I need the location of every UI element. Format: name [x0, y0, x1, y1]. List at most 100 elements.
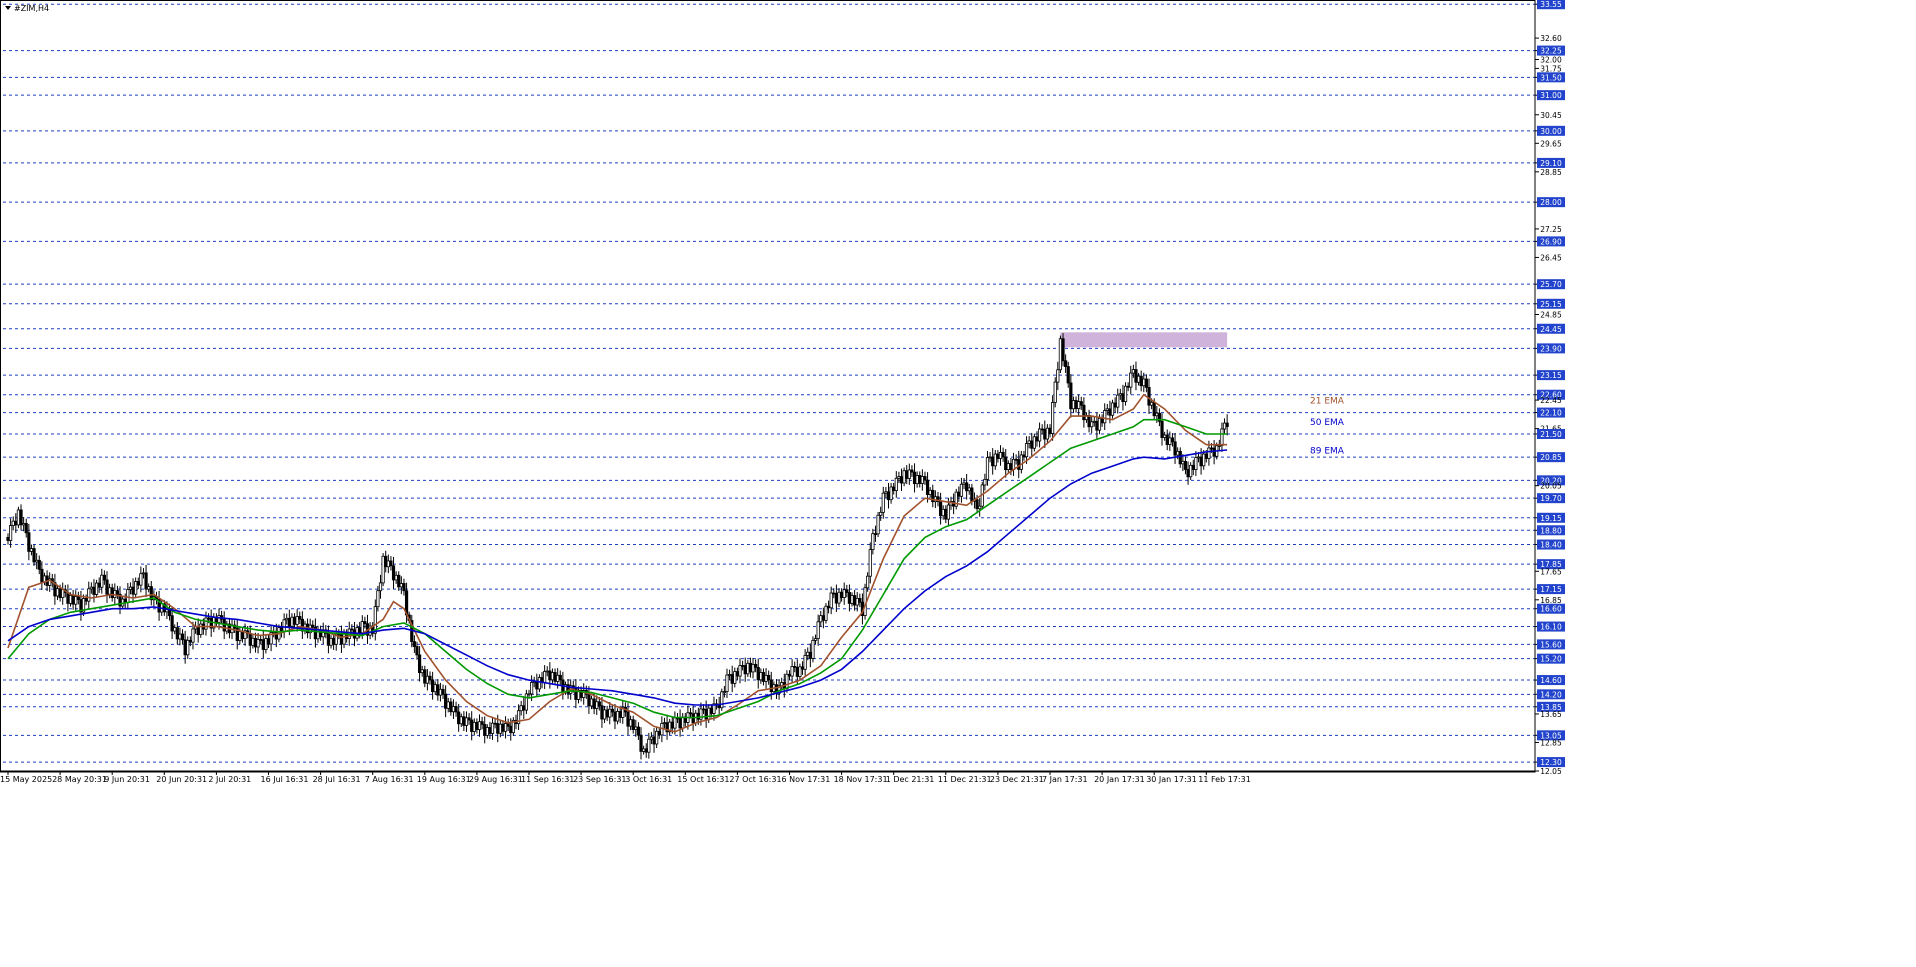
candle	[240, 627, 245, 643]
supply-zone[interactable]	[1060, 332, 1228, 348]
candle	[1163, 431, 1167, 441]
candle-body	[1048, 427, 1052, 434]
price-label: 30.45	[1540, 111, 1562, 120]
candle-body	[652, 736, 656, 745]
candle	[873, 525, 878, 542]
candle-body	[420, 669, 424, 674]
candle	[644, 743, 648, 758]
candle	[467, 713, 471, 725]
candle	[649, 732, 654, 745]
candle-body	[1142, 378, 1146, 387]
candle	[1056, 361, 1060, 391]
candle	[107, 583, 112, 599]
legend-50-ema: 50 EMA	[1310, 418, 1345, 428]
time-label: 18 Nov 17:31	[834, 775, 888, 784]
price-badge-label: 13.05	[1540, 731, 1562, 740]
price-badge	[1537, 343, 1565, 354]
candle	[662, 717, 667, 729]
chart-header[interactable]: #ZIM,H4	[5, 4, 49, 13]
candle	[800, 661, 805, 675]
candle-body	[889, 486, 893, 501]
candle	[840, 588, 844, 602]
candle-body	[912, 471, 917, 485]
candle-body	[655, 730, 659, 745]
candle-body	[423, 669, 427, 684]
candle	[279, 622, 284, 638]
time-label: 2 Jul 20:31	[208, 775, 251, 784]
price-badge-label: 22.10	[1540, 409, 1562, 418]
candle-body	[1009, 463, 1013, 470]
candle	[498, 720, 502, 738]
candle	[1017, 450, 1021, 479]
candle-body	[1217, 445, 1221, 447]
candle-body	[618, 711, 622, 718]
candle-body	[725, 674, 729, 692]
candle	[1116, 388, 1120, 414]
candle-body	[1019, 454, 1023, 470]
price-badge	[1537, 0, 1565, 10]
candle	[613, 703, 617, 730]
candle-body	[22, 523, 26, 526]
candle	[415, 641, 419, 660]
candle	[978, 498, 982, 517]
candle-body	[259, 638, 263, 641]
candle-body	[87, 588, 91, 602]
candle-body	[662, 722, 667, 725]
candle-body	[853, 595, 857, 606]
candle-body	[1178, 450, 1182, 465]
candle	[191, 621, 195, 650]
triangle-down-icon[interactable]	[5, 6, 11, 10]
candle-body	[751, 663, 755, 673]
candle	[720, 688, 724, 711]
price-badge-label: 16.60	[1540, 605, 1562, 614]
candle-body	[1123, 385, 1128, 403]
price-badge	[1537, 72, 1565, 83]
candle	[1069, 374, 1073, 418]
legend-21-ema: 21 EMA	[1310, 397, 1345, 407]
candle	[472, 718, 476, 736]
candle-body	[115, 590, 120, 595]
price-label: 22.45	[1540, 396, 1562, 405]
candle-body	[522, 705, 526, 711]
candle	[389, 556, 393, 571]
candle-body	[967, 487, 971, 492]
candle	[433, 681, 437, 695]
candle	[511, 717, 515, 736]
candle-body	[1196, 456, 1201, 459]
candle	[1222, 418, 1227, 434]
candle-body	[936, 496, 940, 502]
candle	[199, 620, 203, 638]
candle-body	[139, 573, 143, 586]
time-label: 19 Aug 16:31	[417, 775, 471, 784]
candle-body	[501, 723, 505, 732]
candle	[923, 471, 927, 485]
candle	[808, 643, 812, 668]
candle-body	[873, 533, 878, 536]
candle	[1165, 429, 1169, 451]
candle-body	[1116, 394, 1120, 408]
candle	[826, 600, 831, 614]
candle-body	[446, 701, 450, 709]
candle-body	[188, 639, 192, 643]
candle	[269, 625, 273, 652]
candle-body	[696, 712, 700, 720]
candle	[1170, 433, 1175, 447]
candle	[965, 474, 969, 500]
price-label: 29.65	[1540, 139, 1562, 148]
candle	[780, 677, 784, 691]
candle-body	[701, 708, 706, 711]
candle-body	[363, 621, 367, 625]
candle	[1022, 450, 1026, 461]
candle	[149, 580, 153, 606]
candle	[668, 718, 672, 735]
candle-body	[595, 701, 599, 709]
candle-body	[454, 706, 458, 713]
candle	[524, 689, 528, 715]
candle-body	[1053, 381, 1057, 403]
candle-body	[1181, 460, 1185, 465]
candle-body	[754, 663, 758, 668]
candle	[74, 590, 78, 611]
candle	[944, 505, 948, 524]
candle	[881, 486, 885, 519]
